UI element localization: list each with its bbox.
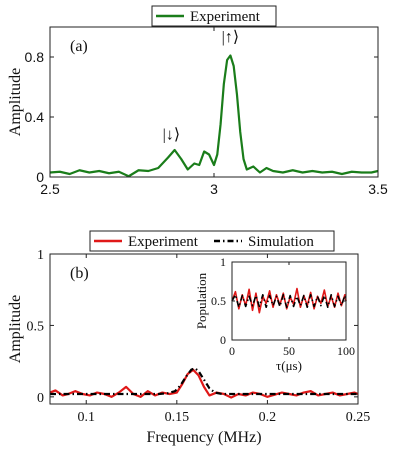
y-tick-label: 1 bbox=[37, 248, 44, 263]
legend-entry-simulation: Simulation bbox=[248, 234, 314, 250]
x-tick-label: 0 bbox=[229, 344, 235, 358]
state-annotation: |↑⟩ bbox=[222, 29, 239, 46]
series-line-simulation bbox=[50, 367, 358, 396]
x-tick-label: 50 bbox=[283, 344, 295, 358]
y-tick-label: 1 bbox=[220, 255, 226, 269]
panel-1: 0.1 0.15 0.2 0.25 0 0.5 1 Amplitude Frequency (M… bbox=[7, 230, 371, 446]
axes-frame bbox=[49, 26, 379, 178]
y-tick-label: 0.8 bbox=[25, 49, 45, 65]
y-tick-label: 0.5 bbox=[211, 294, 226, 308]
legend-entry-experiment: Experiment bbox=[190, 9, 261, 25]
x-axis-label: τ(μs) bbox=[276, 358, 302, 373]
x-tick-label: 2.5 bbox=[40, 181, 60, 197]
x-tick-label: 0.1 bbox=[77, 410, 95, 425]
panel-label: (a) bbox=[70, 38, 88, 55]
series-line-simulation bbox=[231, 293, 347, 309]
legend: Experiment Simulation bbox=[89, 230, 335, 252]
x-tick-label: 0.15 bbox=[165, 410, 190, 425]
legend-box bbox=[89, 230, 335, 252]
y-axis-label: Population bbox=[194, 272, 209, 329]
axes-frame bbox=[49, 253, 359, 405]
y-axis-label: Amplitude bbox=[7, 295, 24, 363]
y-tick-label: 0.4 bbox=[25, 109, 45, 125]
legend-box bbox=[151, 5, 277, 27]
y-tick-label: 0 bbox=[36, 169, 44, 185]
y-tick-label: 0 bbox=[37, 391, 44, 406]
x-tick-label: 0.25 bbox=[346, 410, 371, 425]
series-line-experiment bbox=[49, 54, 379, 178]
x-tick-label: 0.2 bbox=[259, 410, 277, 425]
x-tick-label: 3.5 bbox=[368, 181, 388, 197]
panel-label: (b) bbox=[70, 265, 89, 282]
panel-2: 0 50 100 0 0.5 1 Population τ(μs) bbox=[194, 255, 355, 373]
x-tick-label: 100 bbox=[337, 344, 355, 358]
y-axis-label: Amplitude bbox=[7, 68, 24, 136]
state-annotation: |↓⟩ bbox=[163, 127, 180, 144]
y-tick-label: 0 bbox=[220, 333, 226, 347]
x-tick-label: 3 bbox=[210, 181, 218, 197]
x-axis-label: Frequency (MHz) bbox=[146, 429, 261, 446]
y-tick-label: 0.5 bbox=[27, 319, 45, 334]
legend-entry-experiment: Experiment bbox=[128, 234, 199, 250]
legend: Experiment bbox=[151, 5, 277, 27]
